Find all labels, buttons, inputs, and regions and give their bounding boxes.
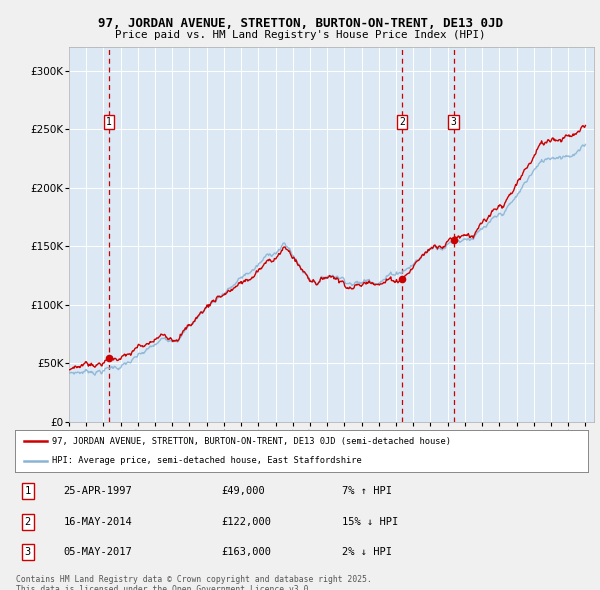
Text: 97, JORDAN AVENUE, STRETTON, BURTON-ON-TRENT, DE13 0JD: 97, JORDAN AVENUE, STRETTON, BURTON-ON-T… <box>97 17 503 30</box>
Text: 3: 3 <box>451 117 457 127</box>
Text: 16-MAY-2014: 16-MAY-2014 <box>64 517 133 527</box>
Text: 1: 1 <box>106 117 112 127</box>
Text: 7% ↑ HPI: 7% ↑ HPI <box>341 486 392 496</box>
Text: 2: 2 <box>25 517 31 527</box>
Text: £122,000: £122,000 <box>221 517 271 527</box>
Text: 2: 2 <box>400 117 406 127</box>
Text: HPI: Average price, semi-detached house, East Staffordshire: HPI: Average price, semi-detached house,… <box>52 456 362 465</box>
Text: 1: 1 <box>25 486 31 496</box>
Text: £163,000: £163,000 <box>221 548 271 557</box>
Text: 97, JORDAN AVENUE, STRETTON, BURTON-ON-TRENT, DE13 0JD (semi-detached house): 97, JORDAN AVENUE, STRETTON, BURTON-ON-T… <box>52 437 451 446</box>
Text: 3: 3 <box>25 548 31 557</box>
Text: 2% ↓ HPI: 2% ↓ HPI <box>341 548 392 557</box>
Text: 15% ↓ HPI: 15% ↓ HPI <box>341 517 398 527</box>
Text: 25-APR-1997: 25-APR-1997 <box>64 486 133 496</box>
Text: Price paid vs. HM Land Registry's House Price Index (HPI): Price paid vs. HM Land Registry's House … <box>115 30 485 40</box>
Text: Contains HM Land Registry data © Crown copyright and database right 2025.
This d: Contains HM Land Registry data © Crown c… <box>16 575 372 590</box>
Text: 05-MAY-2017: 05-MAY-2017 <box>64 548 133 557</box>
Text: £49,000: £49,000 <box>221 486 265 496</box>
